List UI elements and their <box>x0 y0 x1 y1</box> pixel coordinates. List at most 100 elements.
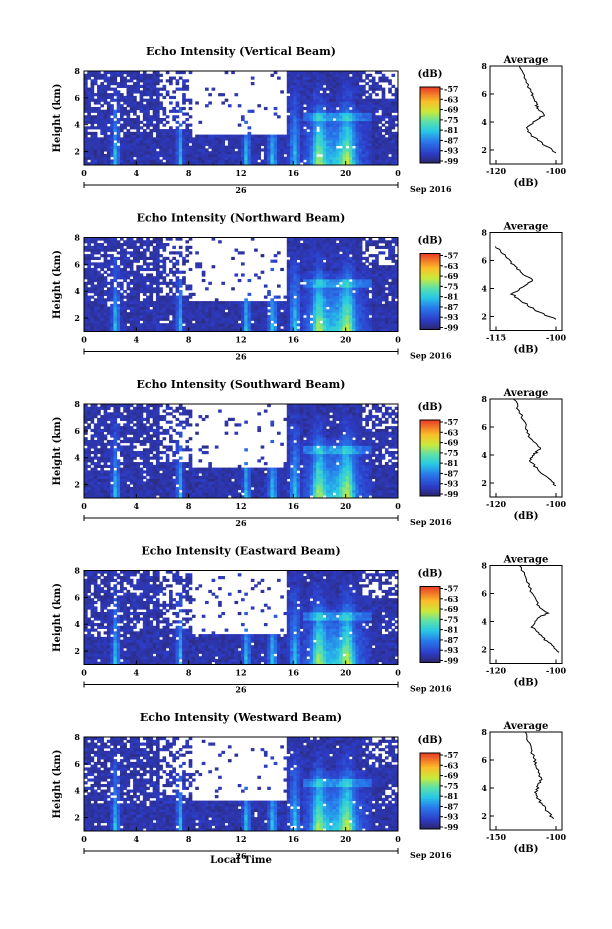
heatmap-cell <box>267 301 271 305</box>
heatmap-cell <box>198 140 203 144</box>
heatmap-cell <box>100 451 105 455</box>
heatmap-cell <box>388 156 392 160</box>
heatmap-cell <box>358 73 363 77</box>
heatmap-cell <box>172 90 176 94</box>
heatmap-cell <box>126 79 131 83</box>
heatmap-cell <box>191 148 196 152</box>
heatmap-cell <box>312 109 317 113</box>
heatmap-cell <box>126 118 131 122</box>
colorbar-segment <box>420 100 440 103</box>
heatmap-cell <box>139 267 144 272</box>
heatmap-cell <box>146 248 150 252</box>
heatmap-cell <box>234 145 239 149</box>
heatmap-cell <box>97 459 101 463</box>
heatmap-cell <box>394 131 399 135</box>
heatmap-cell <box>352 325 356 330</box>
heatmap-cell <box>231 153 235 158</box>
heatmap-cell <box>345 237 350 241</box>
heatmap-cell <box>87 109 91 113</box>
heatmap-cell <box>306 153 311 158</box>
average-title: Average <box>503 222 549 233</box>
heatmap-cell <box>97 148 101 152</box>
x-tick-label: 8 <box>186 335 192 345</box>
heatmap-cell <box>155 123 160 127</box>
heatmap-cell <box>103 259 108 263</box>
heatmap-cell <box>329 126 333 130</box>
heatmap-cell <box>159 314 163 319</box>
heatmap-cell <box>329 243 333 247</box>
heatmap-cell <box>391 109 396 113</box>
heatmap-cell <box>146 245 150 249</box>
heatmap-cell <box>352 256 356 261</box>
heatmap-cell <box>149 106 154 111</box>
heatmap-cell <box>368 278 373 283</box>
heatmap-cell <box>263 137 268 141</box>
heatmap-cell <box>195 156 199 160</box>
heatmap-cell <box>384 245 389 249</box>
heatmap-cell <box>339 243 343 247</box>
heatmap-cell <box>113 295 118 299</box>
heatmap-cell <box>319 137 324 141</box>
heatmap-cell <box>113 292 118 296</box>
heatmap-cell <box>97 325 101 330</box>
heatmap-cell <box>362 129 366 133</box>
heatmap-cell <box>106 254 111 258</box>
heatmap-cell <box>237 140 242 144</box>
heatmap-cell <box>322 284 327 288</box>
heatmap-cell <box>178 281 183 285</box>
heatmap-cell <box>365 325 369 330</box>
heatmap-cell <box>152 129 157 133</box>
heatmap-cell <box>342 131 347 135</box>
heatmap-cell <box>165 314 170 319</box>
heatmap-cell <box>110 142 114 147</box>
heatmap-cell <box>84 478 88 482</box>
heatmap-cell <box>381 156 386 160</box>
heatmap-cell <box>90 159 95 163</box>
heatmap-cell <box>260 317 265 321</box>
heatmap-cell <box>260 142 265 147</box>
heatmap-cell <box>250 237 255 241</box>
heatmap-cell <box>290 295 294 299</box>
heatmap-cell <box>290 142 294 147</box>
heatmap-cell <box>103 489 108 493</box>
heatmap-cell <box>332 148 337 152</box>
heatmap-cell <box>100 439 105 444</box>
heatmap-cell <box>362 151 366 155</box>
heatmap-cell <box>355 278 360 283</box>
heatmap-cell <box>208 151 212 155</box>
heatmap-cell <box>309 270 314 274</box>
heatmap-cell <box>358 93 363 97</box>
heatmap-cell <box>352 123 356 127</box>
heatmap-cell <box>178 303 183 308</box>
heatmap-cell <box>276 148 281 152</box>
heatmap-cell <box>119 156 124 160</box>
heatmap-cell <box>227 328 232 332</box>
heatmap-cell <box>286 126 291 130</box>
heatmap-cell <box>358 270 363 274</box>
heatmap-cell <box>345 123 350 127</box>
heatmap-cell <box>139 240 144 244</box>
heatmap-cell <box>342 259 347 263</box>
heatmap-cell <box>260 162 265 166</box>
heatmap-cell <box>227 320 232 324</box>
heatmap-cell <box>290 71 294 75</box>
heatmap-cell <box>152 109 157 113</box>
heatmap-cell <box>155 115 160 119</box>
colorbar-tick-label: -87 <box>444 135 458 145</box>
heatmap-cell <box>87 73 91 77</box>
heatmap-cell <box>90 240 95 244</box>
heatmap-cell <box>391 259 396 263</box>
heatmap-cell <box>234 137 239 141</box>
heatmap-cell <box>312 95 317 100</box>
heatmap-cell <box>339 101 343 105</box>
heatmap-cell <box>90 115 95 119</box>
heatmap-cell <box>365 309 369 313</box>
heatmap-cell <box>106 273 111 277</box>
heatmap-cell <box>155 129 160 133</box>
heatmap-cell <box>290 82 294 86</box>
heatmap-cell <box>119 118 124 122</box>
heatmap-cell <box>214 301 219 305</box>
heatmap-cell <box>110 328 114 332</box>
heatmap-cell <box>247 131 252 135</box>
heatmap-cell <box>303 251 307 255</box>
